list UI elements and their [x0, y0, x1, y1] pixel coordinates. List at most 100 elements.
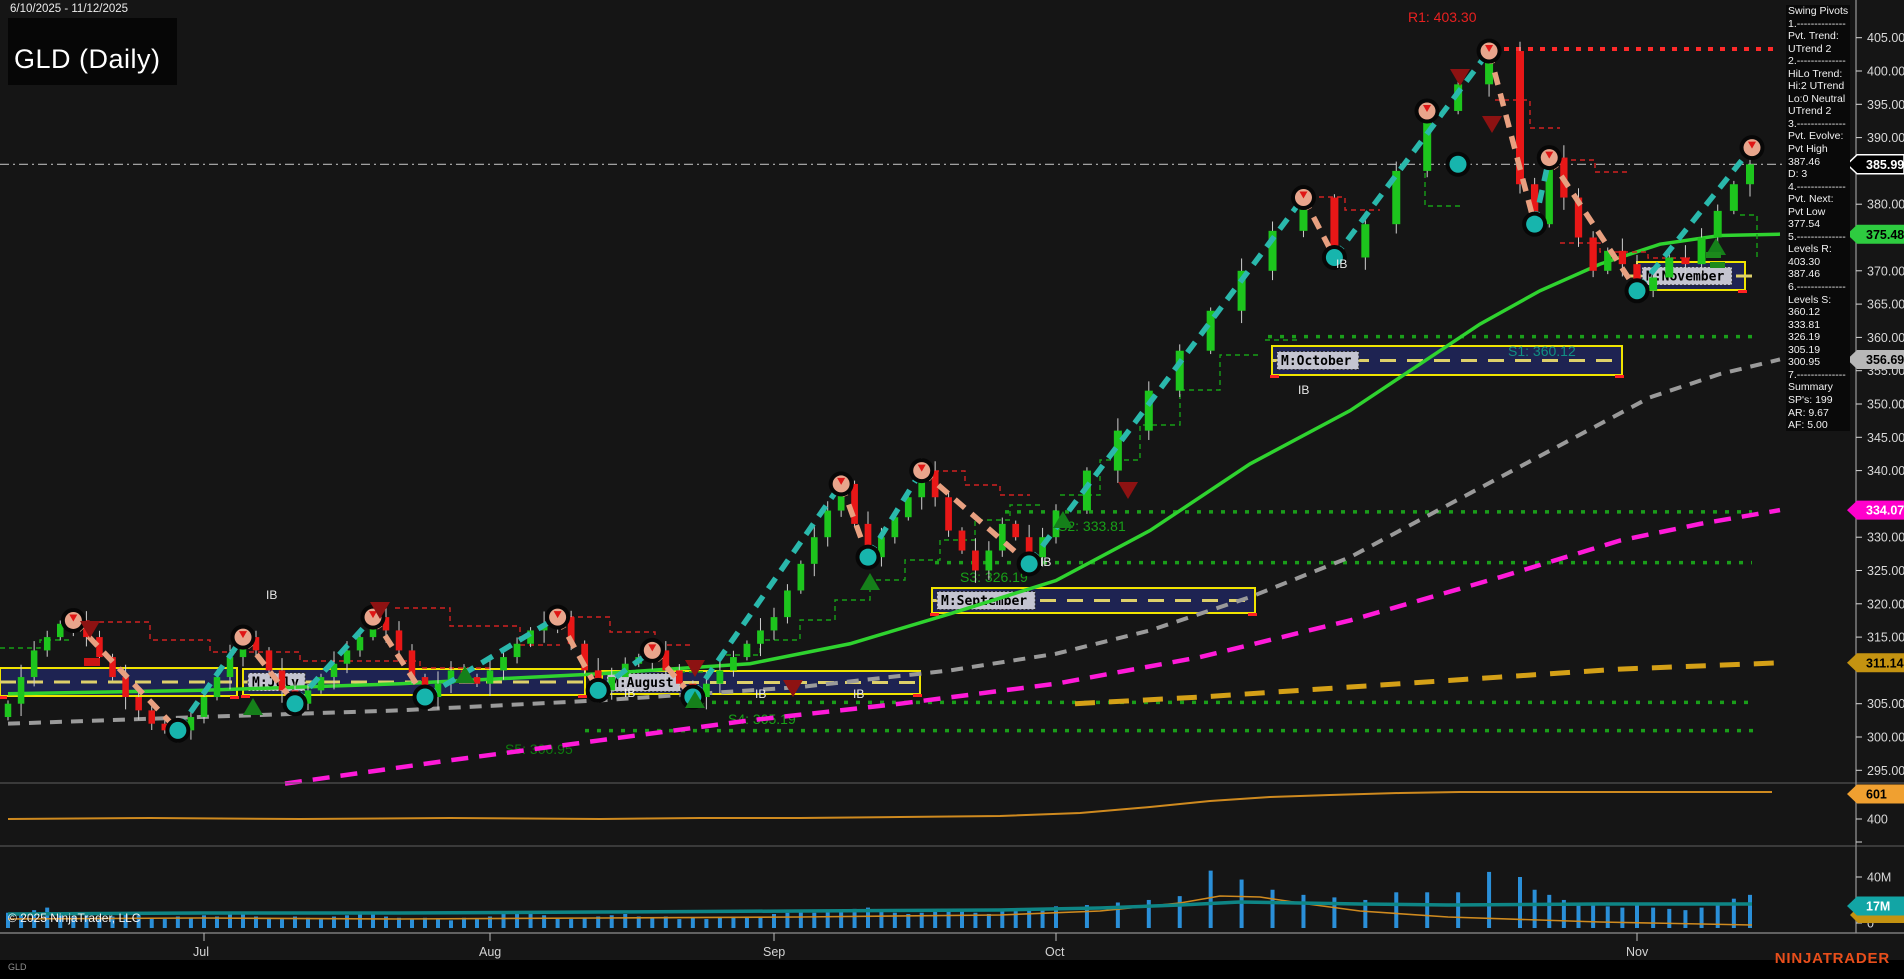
swing-pivots-line: 387.46	[1788, 268, 1821, 281]
swing-low-marker	[1522, 211, 1548, 237]
price-tick-label: 305.00	[1867, 697, 1904, 711]
volume-bar	[555, 917, 560, 928]
price-tag-text: 375.48	[1866, 228, 1904, 242]
price-tick-label: 300.00	[1867, 731, 1904, 745]
candle-body	[447, 670, 455, 684]
price-tag: 601	[1847, 784, 1904, 804]
ninjatrader-logo: NINJATRADER	[1774, 950, 1890, 967]
volume-bar	[1620, 907, 1625, 928]
candle-body	[743, 643, 751, 658]
volume-bar	[149, 917, 154, 928]
volume-bar	[812, 912, 817, 928]
volume-bar	[1425, 892, 1430, 928]
ma-200-line	[1074, 660, 1781, 707]
box-corner-tick	[1248, 613, 1257, 616]
candle-body	[1589, 237, 1597, 271]
price-tick-label: 350.00	[1867, 398, 1904, 412]
candle-body	[135, 697, 142, 711]
volume-bar	[1013, 910, 1018, 928]
volume-bar	[410, 919, 414, 928]
volume-bar	[772, 913, 776, 928]
marker-arrow-icon	[239, 631, 247, 639]
marker-arrow-icon	[369, 611, 377, 619]
volume-bar	[636, 916, 641, 928]
swing-low-marker	[1016, 551, 1042, 577]
month-tick-label: Aug	[479, 945, 501, 959]
volume-bar	[1651, 907, 1656, 928]
price-tag-text: 334.07	[1866, 504, 1904, 518]
volume-bar	[973, 912, 978, 928]
volume-bar	[717, 917, 722, 928]
volume-bar	[866, 907, 870, 928]
candle-body	[1681, 257, 1690, 265]
volume-bar	[852, 908, 857, 928]
candle-body	[1299, 197, 1308, 231]
volume-bar	[933, 911, 938, 928]
volume-bar	[825, 910, 830, 928]
stop-step-green	[1060, 354, 1258, 496]
ib-label: IB	[755, 687, 766, 701]
volume-bar	[515, 912, 520, 928]
pivot-markers-layer	[60, 38, 1765, 743]
volume-bar	[1027, 908, 1032, 928]
price-tick-label: 380.00	[1867, 198, 1904, 212]
candle-body	[1206, 310, 1215, 351]
volume-bar	[462, 917, 466, 928]
candle-body	[4, 703, 12, 718]
swing-pivots-line: AR: 9.67	[1788, 406, 1829, 419]
swing-pivots-line: D: 3	[1788, 168, 1808, 181]
swing-pivots-line: Pvt. Evolve:	[1788, 130, 1844, 143]
marker-arrow-icon	[837, 477, 846, 485]
candle-body	[527, 630, 534, 644]
swing-low-marker	[1445, 151, 1471, 177]
price-tag: 311.14	[1847, 653, 1904, 673]
red-mark	[84, 658, 100, 666]
volume-bar	[1040, 907, 1045, 928]
month-label-text: M:October	[1281, 354, 1352, 369]
volume-bar	[1487, 871, 1492, 928]
price-tick-label: 330.00	[1867, 531, 1904, 545]
level-label-R1: R1: 403.30	[1408, 9, 1477, 25]
candle-body	[904, 497, 912, 518]
volume-bar	[58, 913, 63, 928]
volume-bar	[1456, 892, 1461, 928]
volume-bar	[254, 916, 258, 928]
volume-bar	[879, 910, 884, 928]
marker-arrow-icon	[553, 611, 562, 619]
marker-dot	[1449, 155, 1467, 173]
box-corner-tick	[913, 694, 922, 697]
price-tick-label: 405.00	[1867, 31, 1904, 45]
candle-body	[30, 650, 38, 678]
candle-body	[343, 650, 351, 664]
swing-low-marker	[855, 544, 881, 570]
marker-dot	[169, 721, 187, 739]
volume-bar	[946, 910, 951, 928]
swing-pivots-line: 5.--------------	[1788, 230, 1846, 243]
swing-pivots-line: 360.12	[1788, 306, 1821, 319]
copyright-watermark: © 2025 NinjaTrader, LLC	[8, 911, 141, 925]
swing-pivots-line: 1.--------------	[1788, 17, 1846, 30]
volume-bar	[1000, 911, 1005, 928]
candle-body	[703, 683, 710, 698]
volume-bar	[1054, 906, 1058, 928]
zigzag-projection	[1634, 145, 1755, 293]
candle-body	[891, 517, 899, 538]
ib-label: IB	[624, 686, 635, 700]
candle-body	[918, 470, 926, 498]
candle-body	[122, 677, 129, 698]
swing-pivots-line: Pvt Low	[1788, 205, 1826, 218]
marker-arrow-icon	[1748, 141, 1756, 149]
volume-bar	[906, 913, 911, 928]
marker-dot	[1628, 282, 1646, 300]
swing-pivots-line: Summary	[1788, 381, 1833, 394]
volume-bar	[202, 915, 206, 928]
box-corner-tick	[241, 695, 250, 698]
marker-dot	[859, 548, 877, 566]
candle-body	[945, 497, 952, 531]
volume-bar	[1561, 899, 1566, 928]
volume-panel-layer	[6, 870, 1753, 928]
candle-body	[500, 657, 507, 671]
date-range: 6/10/2025 - 11/12/2025	[10, 3, 129, 15]
